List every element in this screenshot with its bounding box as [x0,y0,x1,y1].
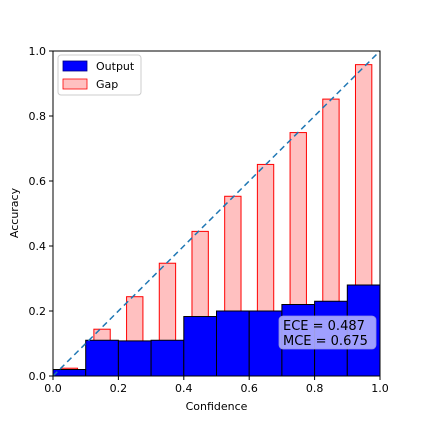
y-tick-label-0: 0.0 [29,370,47,383]
y-tick-label-1: 0.2 [29,305,47,318]
plot-area [52,50,381,377]
axes-frame [52,50,381,377]
legend-label-output: Output [96,60,135,73]
legend-swatch-gap [62,78,88,90]
y-tick-label-5: 1.0 [29,45,47,58]
output-bar-7 [248,310,283,377]
output-bar-3 [117,340,152,377]
output-bar-2 [85,339,119,377]
y-axis-label: Accuracy [8,187,21,238]
axes: 0.0 0.2 0.4 0.6 0.8 1.0 0.0 0.2 0.4 0.6 0.8 1.0 [29,45,389,395]
x-tick-label-5: 1.0 [371,382,389,395]
annotation-mce: MCE = 0.675 [283,334,368,349]
x-tick-label-0: 0.0 [44,382,62,395]
perfect-calibration-line [52,50,381,377]
legend-label-gap: Gap [96,78,118,91]
y-tick-label-2: 0.4 [29,240,47,253]
x-axis-label: Confidence [186,400,248,413]
metrics-annotation: ECE = 0.487 MCE = 0.675 [278,315,377,350]
y-tick-label-3: 0.6 [29,175,47,188]
output-bar-6 [216,310,250,377]
x-tick-label-4: 0.8 [306,382,324,395]
legend: Output Gap [57,54,142,96]
x-tick-label-2: 0.4 [175,382,193,395]
output-bar-1 [52,369,87,377]
x-tick-label-3: 0.6 [240,382,258,395]
output-bar-5 [183,316,218,377]
legend-swatch-output [62,60,88,72]
output-bar-4 [150,339,185,377]
x-tick-label-1: 0.2 [110,382,128,395]
annotation-box [278,315,377,350]
annotation-ece: ECE = 0.487 [283,319,365,334]
y-tick-label-4: 0.8 [29,110,47,123]
